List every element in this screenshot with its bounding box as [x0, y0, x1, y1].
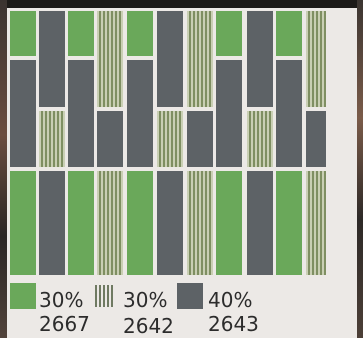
- tile-gray: [276, 60, 302, 167]
- tile-green: [127, 171, 153, 275]
- tile-green: [68, 11, 94, 56]
- tile-green: [276, 11, 302, 56]
- tile-gray: [39, 171, 65, 275]
- tile-gray: [247, 11, 273, 107]
- tile-striped: [306, 11, 326, 107]
- tile-gray: [10, 60, 36, 167]
- tile-striped: [187, 171, 213, 275]
- tile-green: [10, 11, 36, 56]
- legend-green-count: 2667: [39, 313, 90, 335]
- tile-gray: [187, 111, 213, 167]
- tile-striped: [97, 171, 123, 275]
- tile-gray: [157, 11, 183, 107]
- background-photo-right-edge: [357, 0, 363, 338]
- tile-striped: [97, 11, 123, 107]
- legend-striped-count: 2642: [123, 315, 174, 337]
- tile-panel: 30% 2667 30% 2642 40% 2643: [7, 8, 357, 338]
- tile-gray: [68, 60, 94, 167]
- tile-striped: [306, 171, 326, 275]
- legend-swatch-striped: [93, 285, 115, 307]
- legend-green-percent: 30%: [39, 289, 83, 311]
- tile-striped: [187, 11, 213, 107]
- legend-swatch-green: [10, 283, 36, 309]
- tile-gray: [247, 171, 273, 275]
- tile-striped: [247, 111, 273, 167]
- tile-gray: [157, 171, 183, 275]
- tile-gray: [127, 60, 153, 167]
- tile-gray: [306, 111, 326, 167]
- tile-green: [276, 171, 302, 275]
- tile-green: [127, 11, 153, 56]
- legend-swatch-gray: [177, 283, 203, 309]
- legend-gray-percent: 40%: [208, 289, 252, 311]
- tile-gray: [39, 11, 65, 107]
- tile-gray: [97, 111, 123, 167]
- tile-gray: [216, 60, 242, 167]
- tile-striped: [157, 111, 183, 167]
- background-photo-left-edge: [0, 0, 7, 338]
- legend-striped-percent: 30%: [123, 289, 167, 311]
- legend-gray-count: 2643: [208, 313, 259, 335]
- tile-green: [216, 11, 242, 56]
- tile-green: [10, 171, 36, 275]
- tile-green: [216, 171, 242, 275]
- tile-striped: [39, 111, 65, 167]
- tile-green: [68, 171, 94, 275]
